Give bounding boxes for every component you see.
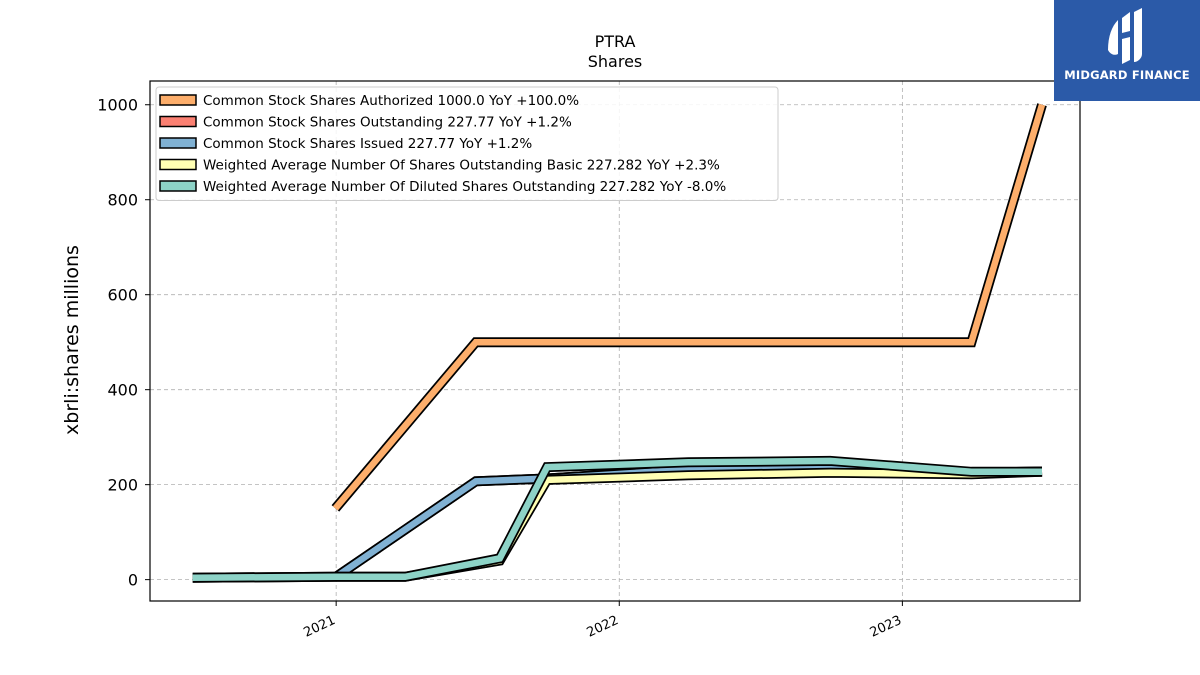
series-line <box>192 457 1043 581</box>
legend-swatch <box>159 158 197 171</box>
y-tick-label: 400 <box>107 381 138 400</box>
legend: Common Stock Shares Authorized 1000.0 Yo… <box>155 86 779 201</box>
series-line <box>333 463 1043 580</box>
y-axis-label: xbrli:shares millions <box>61 245 83 435</box>
y-tick-label: 200 <box>107 476 138 495</box>
legend-entry: Common Stock Shares Issued 227.77 YoY +1… <box>203 136 532 152</box>
series-line-outline <box>332 462 1043 582</box>
y-tick-label: 600 <box>107 286 138 305</box>
brand-name: MIDGARD FINANCE <box>1064 68 1190 82</box>
series-line-outline <box>332 462 1043 582</box>
x-tick-label: 2022 <box>585 613 621 641</box>
legend-entry: Common Stock Shares Outstanding 227.77 Y… <box>203 115 572 131</box>
series-2 <box>332 462 1043 582</box>
legend-swatch <box>159 137 197 149</box>
brand-mark-icon <box>1108 8 1142 64</box>
series-lines <box>192 103 1047 583</box>
series-0 <box>331 103 1047 512</box>
legend-box <box>155 86 779 201</box>
x-tick-label: 2023 <box>868 613 904 641</box>
legend-entry: Weighted Average Number Of Shares Outsta… <box>203 158 720 174</box>
x-tick-label: 2021 <box>302 613 338 641</box>
series-line <box>192 468 1043 581</box>
legend-swatch <box>159 94 197 106</box>
plot-area-frame <box>149 80 1081 602</box>
legend-entry: Weighted Average Number Of Diluted Share… <box>203 179 726 195</box>
series-line-outline <box>192 466 1043 583</box>
series-line <box>332 103 1046 511</box>
legend-swatch <box>159 115 197 128</box>
brand-logo: MIDGARD FINANCE <box>1054 0 1200 101</box>
y-tick-label: 0 <box>128 571 138 590</box>
series-line <box>333 463 1043 580</box>
y-tick-label: 1000 <box>97 96 138 115</box>
y-axis: 0 200 400 600 800 1000 <box>97 96 150 590</box>
chart-subtitle: Shares <box>588 52 643 71</box>
legend-swatch <box>159 180 197 192</box>
series-4 <box>192 455 1043 583</box>
legend-entry: Common Stock Shares Authorized 1000.0 Yo… <box>203 93 579 109</box>
series-3 <box>192 466 1043 583</box>
y-tick-label: 800 <box>107 191 138 210</box>
chart-title: PTRA <box>595 32 636 51</box>
x-axis: 2021 2022 2023 <box>302 601 904 641</box>
series-1 <box>332 462 1043 582</box>
